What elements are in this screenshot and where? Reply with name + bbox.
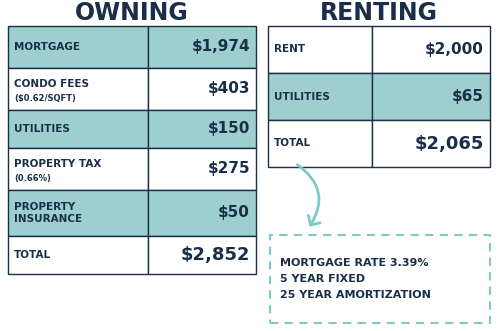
Bar (8, 110, 148, 148)
Text: MORTGAGE RATE 3.39%: MORTGAGE RATE 3.39% (280, 258, 428, 268)
Bar (8, 148, 148, 190)
Text: (0.66%): (0.66%) (14, 174, 51, 183)
Text: TOTAL: TOTAL (14, 250, 51, 260)
Bar (372, 26, 490, 73)
Text: CONDO FEES: CONDO FEES (14, 79, 89, 89)
Text: $2,065: $2,065 (414, 134, 484, 153)
Text: MORTGAGE: MORTGAGE (14, 42, 80, 52)
Bar (372, 73, 490, 120)
Bar (148, 190, 256, 236)
Bar (268, 26, 372, 73)
Text: $50: $50 (218, 206, 250, 220)
Bar (268, 120, 372, 167)
Text: RENT: RENT (274, 44, 305, 55)
Text: $65: $65 (452, 89, 484, 104)
Text: $1,974: $1,974 (192, 39, 250, 55)
Bar (268, 73, 372, 120)
Text: 25 YEAR AMORTIZATION: 25 YEAR AMORTIZATION (280, 290, 431, 300)
Text: PROPERTY TAX: PROPERTY TAX (14, 159, 102, 169)
Text: $150: $150 (208, 121, 250, 136)
Bar (148, 148, 256, 190)
Text: RENTING: RENTING (320, 1, 438, 25)
Text: 5 YEAR FIXED: 5 YEAR FIXED (280, 274, 365, 284)
Text: $403: $403 (208, 81, 250, 97)
Bar (372, 120, 490, 167)
Text: UTILITIES: UTILITIES (274, 91, 330, 102)
Text: $275: $275 (208, 162, 250, 176)
Text: OWNING: OWNING (75, 1, 189, 25)
Bar (8, 190, 148, 236)
Bar (148, 110, 256, 148)
Text: TOTAL: TOTAL (274, 138, 311, 149)
Text: $2,000: $2,000 (425, 42, 484, 57)
Text: UTILITIES: UTILITIES (14, 124, 70, 134)
Bar (8, 236, 148, 274)
Bar (148, 236, 256, 274)
Bar (8, 68, 148, 110)
Text: $2,852: $2,852 (180, 246, 250, 264)
Bar (270, 235, 490, 323)
Bar (8, 26, 148, 68)
Text: PROPERTY
INSURANCE: PROPERTY INSURANCE (14, 202, 82, 224)
Bar (148, 26, 256, 68)
FancyArrowPatch shape (298, 165, 320, 225)
Text: ($0.62/SQFT): ($0.62/SQFT) (14, 94, 76, 103)
Bar (148, 68, 256, 110)
